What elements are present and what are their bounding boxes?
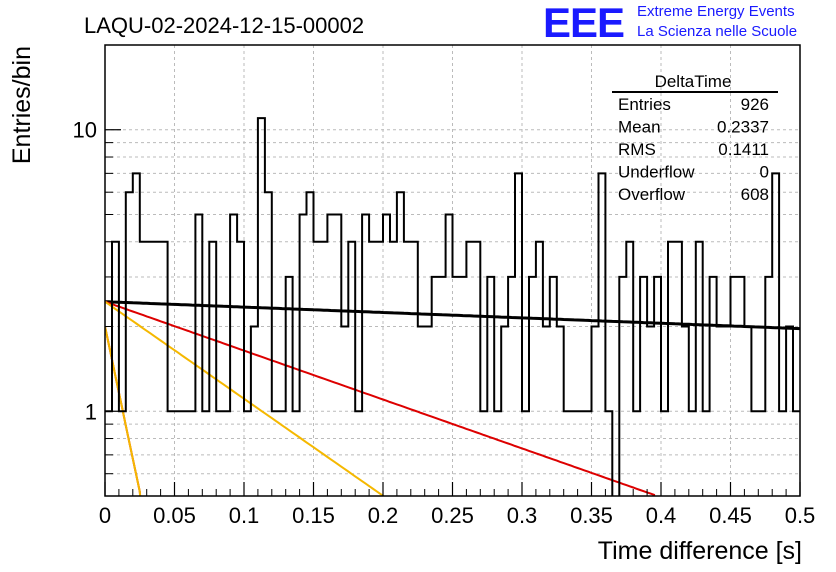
grid-lines: [105, 45, 800, 496]
chart-title: LAQU-02-2024-12-15-00002: [84, 13, 364, 38]
stats-rows: Entries 926 Mean 0.2337 RMS 0.1411 Underflow 0 O…: [618, 95, 769, 204]
stats-value: 926: [741, 95, 769, 114]
y-tick-label: 1: [85, 399, 97, 424]
y-tick-label: 10: [73, 118, 97, 143]
stats-label: Underflow: [618, 163, 695, 182]
eee-logo: EEE: [543, 0, 625, 46]
x-tick-label: 0.15: [292, 503, 335, 528]
x-tick-label: 0.4: [646, 503, 677, 528]
x-tick-label: 0.05: [153, 503, 196, 528]
x-tick-label: 0.45: [709, 503, 752, 528]
stats-value: 0.2337: [717, 118, 769, 137]
axis-ticks: 0 0.05 0.1 0.15 0.2 0.25 0.3 0.35 0.4 0.45 0.5 1 10: [73, 118, 816, 528]
y-axis-label: Entries/bin: [8, 46, 36, 164]
x-tick-label: 0.25: [431, 503, 474, 528]
stats-label: Mean: [618, 118, 661, 137]
stats-label: Entries: [618, 95, 671, 114]
stats-box: DeltaTime Entries 926 Mean 0.2337 RMS 0.1411 U…: [612, 72, 778, 204]
stats-value: 0: [760, 163, 769, 182]
stats-value: 0.1411: [718, 140, 769, 159]
x-tick-label: 0.5: [785, 503, 816, 528]
stats-label: RMS: [618, 140, 656, 159]
stats-label: Overflow: [618, 185, 686, 204]
fit-curves: [105, 300, 800, 496]
stats-name: DeltaTime: [655, 72, 732, 91]
x-tick-label: 0.3: [507, 503, 538, 528]
x-axis-label: Time difference [s]: [598, 537, 802, 565]
x-tick-label: 0.1: [229, 503, 260, 528]
stats-value: 608: [741, 185, 769, 204]
logo-line-1: Extreme Energy Events: [637, 3, 795, 20]
x-tick-label: 0: [99, 503, 111, 528]
fit-curve: [105, 300, 656, 496]
x-tick-label: 0.2: [368, 503, 399, 528]
fit-curve: [105, 300, 385, 496]
fit-curve: [105, 300, 800, 331]
logo-line-2: La Scienza nelle Scuole: [637, 23, 798, 40]
histogram-bars: [105, 117, 800, 496]
x-tick-label: 0.35: [570, 503, 613, 528]
